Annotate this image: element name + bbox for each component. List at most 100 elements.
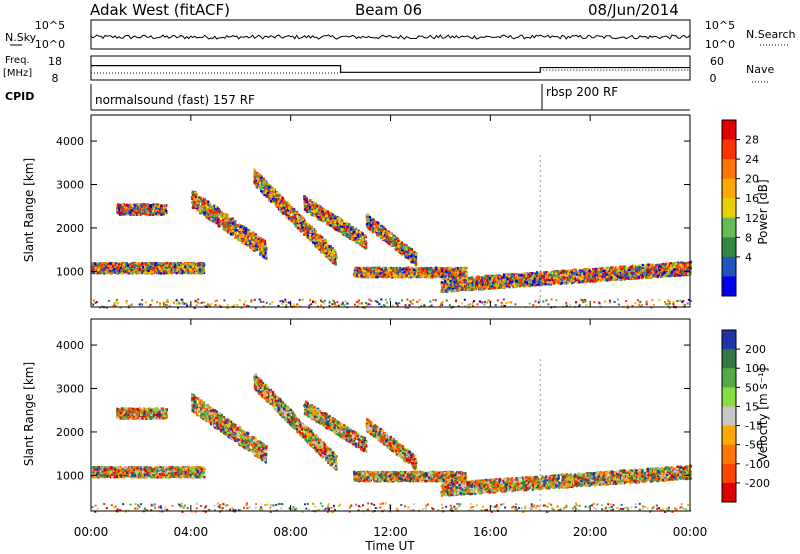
scatter-cell bbox=[333, 219, 336, 222]
scatter-cell bbox=[131, 209, 135, 212]
scatter-cell bbox=[135, 210, 138, 213]
scatter-cell bbox=[324, 254, 327, 257]
scatter-cell bbox=[304, 198, 307, 202]
scatter-cell bbox=[318, 245, 321, 248]
scatter-cell bbox=[218, 220, 221, 223]
scatter-cell bbox=[147, 264, 150, 267]
scatter-cell bbox=[374, 223, 377, 226]
scatter-cell bbox=[331, 261, 334, 264]
scatter-cell bbox=[229, 223, 232, 226]
scatter-cell bbox=[217, 207, 220, 211]
scatter-cell bbox=[147, 209, 150, 212]
scatter-cell bbox=[274, 197, 277, 200]
scatter-cell bbox=[240, 237, 243, 241]
scatter-cell bbox=[94, 266, 97, 270]
scatter-cell bbox=[240, 236, 243, 239]
scatter-cell bbox=[333, 261, 336, 264]
scatter-cell bbox=[108, 262, 111, 266]
scatter-cell bbox=[307, 209, 310, 212]
scatter-cell bbox=[386, 232, 389, 235]
scatter-cell bbox=[357, 236, 360, 239]
scatter-cell bbox=[394, 246, 397, 249]
scatter-cell bbox=[247, 235, 250, 239]
scatter-cell bbox=[138, 272, 141, 275]
scatter-cell bbox=[127, 271, 131, 274]
scatter-cell bbox=[168, 263, 171, 267]
scatter-cell bbox=[120, 210, 123, 213]
scatter-cell bbox=[275, 202, 278, 205]
scatter-cell bbox=[138, 205, 141, 209]
scatter-cell bbox=[208, 210, 211, 213]
scatter-cell bbox=[91, 269, 94, 272]
scatter-cell bbox=[317, 242, 320, 245]
scatter-cell bbox=[213, 204, 216, 207]
scatter-cell bbox=[248, 229, 251, 232]
scatter-cell bbox=[126, 211, 129, 215]
scatter-cell bbox=[194, 195, 197, 198]
scatter-cell bbox=[115, 269, 119, 273]
scatter-cell bbox=[216, 215, 219, 219]
scatter-cell bbox=[393, 238, 396, 242]
scatter-cell bbox=[187, 270, 190, 274]
power-scatter bbox=[91, 155, 693, 309]
scatter-cell bbox=[143, 269, 147, 273]
scatter-cell bbox=[201, 200, 204, 203]
scatter-cell bbox=[332, 249, 335, 252]
scatter-cell bbox=[254, 178, 257, 181]
scatter-cell bbox=[278, 200, 281, 203]
scatter-cell bbox=[411, 257, 414, 261]
scatter-cell bbox=[384, 239, 387, 242]
scatter-cell bbox=[148, 208, 152, 211]
scatter-cell bbox=[133, 263, 136, 267]
scatter-cell bbox=[300, 216, 303, 220]
scatter-cell bbox=[331, 216, 334, 220]
scatter-cell bbox=[385, 230, 388, 233]
scatter-cell bbox=[312, 236, 315, 239]
scatter-cell bbox=[245, 234, 249, 238]
scatter-cell bbox=[315, 236, 318, 239]
scatter-cell bbox=[217, 209, 220, 212]
scatter-cell bbox=[378, 225, 381, 229]
scatter-cell bbox=[389, 244, 393, 247]
scatter-cell bbox=[301, 227, 304, 231]
scatter-cell bbox=[150, 204, 153, 207]
scatter-cell bbox=[237, 224, 240, 227]
scatter-cell bbox=[397, 241, 400, 244]
scatter-cell bbox=[122, 263, 125, 266]
scatter-cell bbox=[220, 224, 223, 228]
scatter-cell bbox=[203, 198, 206, 201]
scatter-cell bbox=[256, 245, 259, 248]
scatter-cell bbox=[128, 269, 131, 273]
scatter-cell bbox=[171, 264, 174, 268]
scatter-cell bbox=[114, 267, 117, 270]
scatter-cell bbox=[357, 239, 361, 242]
scatter-cell bbox=[401, 243, 404, 247]
scatter-cell bbox=[203, 212, 206, 215]
scatter-cell bbox=[199, 212, 202, 215]
scatter-cell bbox=[368, 228, 371, 231]
scatter-cell bbox=[263, 187, 266, 190]
scatter-cell bbox=[112, 268, 115, 271]
scatter-cell bbox=[330, 217, 333, 220]
scatter-cell bbox=[192, 265, 195, 268]
scatter-cell bbox=[249, 246, 252, 249]
scatter-cell bbox=[341, 228, 344, 231]
scatter-cell bbox=[241, 235, 244, 239]
scatter-cell bbox=[298, 217, 301, 220]
scatter-cell bbox=[331, 213, 334, 216]
scatter-cell bbox=[355, 241, 358, 244]
cpid-program-2: rbsp 200 RF bbox=[546, 85, 618, 99]
scatter-cell bbox=[197, 201, 200, 204]
scatter-cell bbox=[298, 213, 301, 217]
scatter-cell bbox=[394, 241, 397, 244]
scatter-cell bbox=[313, 214, 316, 218]
scatter-cell bbox=[253, 243, 256, 247]
scatter-cell bbox=[238, 230, 241, 234]
scatter-cell bbox=[154, 212, 158, 215]
scatter-cell bbox=[375, 229, 378, 233]
scatter-cell bbox=[333, 248, 336, 252]
scatter-cell bbox=[166, 261, 169, 265]
scatter-cell bbox=[209, 207, 212, 210]
scatter-cell bbox=[119, 272, 122, 275]
scatter-cell bbox=[183, 271, 186, 274]
